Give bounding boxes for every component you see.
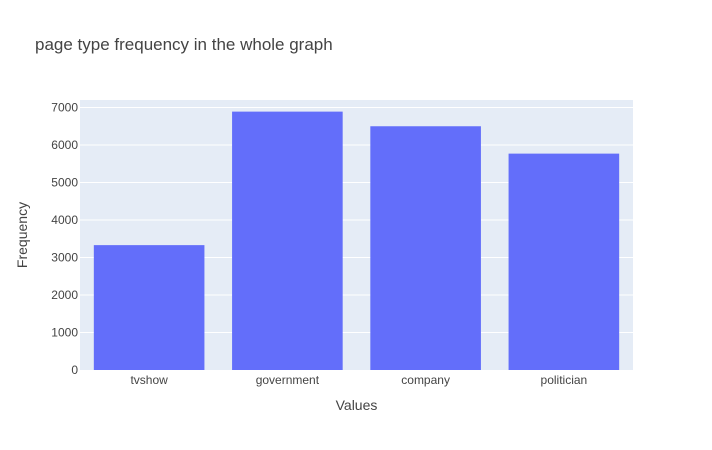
x-axis-title: Values <box>336 397 378 413</box>
y-axis-ticks: 0 1000 2000 3000 4000 5000 6000 7000 <box>51 101 78 378</box>
x-tick-label: tvshow <box>130 373 168 387</box>
x-tick-label: government <box>256 373 320 387</box>
bar-company <box>370 126 481 370</box>
x-tick-label: company <box>401 373 450 387</box>
y-tick-label: 3000 <box>51 251 78 265</box>
bar-government <box>232 111 343 370</box>
bar-tvshow <box>93 245 205 370</box>
x-tick-label: politician <box>541 373 588 387</box>
bars <box>93 111 620 370</box>
bar-politician <box>508 153 620 370</box>
y-axis-title: Frequency <box>14 202 30 268</box>
y-tick-label: 6000 <box>51 138 78 152</box>
y-tick-label: 2000 <box>51 288 78 302</box>
chart-title: page type frequency in the whole graph <box>35 35 333 54</box>
y-tick-label: 0 <box>71 363 78 377</box>
y-tick-label: 4000 <box>51 213 78 227</box>
y-tick-label: 7000 <box>51 101 78 115</box>
y-tick-label: 5000 <box>51 176 78 190</box>
x-axis-ticks: tvshow government company politician <box>130 373 587 387</box>
y-tick-label: 1000 <box>51 326 78 340</box>
